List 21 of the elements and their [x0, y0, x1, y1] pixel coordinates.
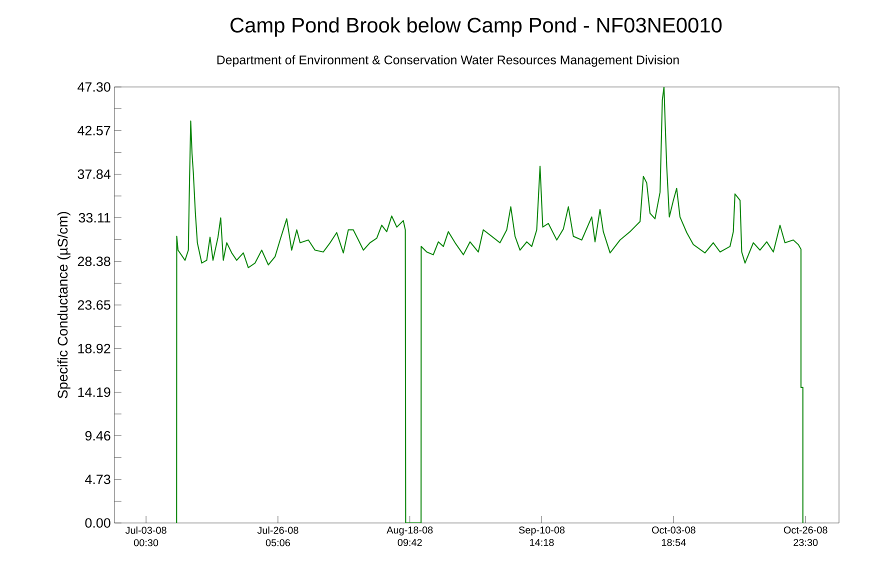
y-tick-label: 33.11	[78, 213, 110, 223]
chart-title: Camp Pond Brook below Camp Pond - NF03NE0010	[230, 17, 722, 37]
chart-subtitle: Department of Environment & Conservation Water Resources Management Division	[217, 55, 679, 67]
y-tick-label: 23.65	[78, 300, 110, 310]
y-tick-label: 47.30	[78, 82, 110, 92]
y-tick-label: 0.00	[85, 518, 110, 528]
x-tick-label: Oct-26-08 23:30	[784, 526, 828, 546]
y-tick-label: 4.73	[85, 474, 110, 484]
x-tick-label: Jul-03-08 00:30	[125, 526, 166, 546]
x-tick-label: Aug-18-08 09:42	[386, 526, 433, 546]
x-tick-label: Oct-03-08 18:54	[652, 526, 696, 546]
y-tick-label: 28.38	[78, 256, 110, 266]
y-tick-label: 42.57	[78, 126, 110, 136]
line-series	[176, 86, 804, 523]
y-axis-title: Specific Conductance (µS/cm)	[57, 212, 70, 398]
x-tick-label: Jul-26-08 05:06	[257, 526, 298, 546]
y-tick-label: 14.19	[78, 387, 110, 397]
y-tick-label: 18.92	[78, 344, 110, 354]
y-tick-label: 37.84	[78, 169, 110, 179]
y-tick-label: 9.46	[85, 431, 110, 441]
x-tick-label: Sep-10-08 14:18	[518, 526, 565, 546]
